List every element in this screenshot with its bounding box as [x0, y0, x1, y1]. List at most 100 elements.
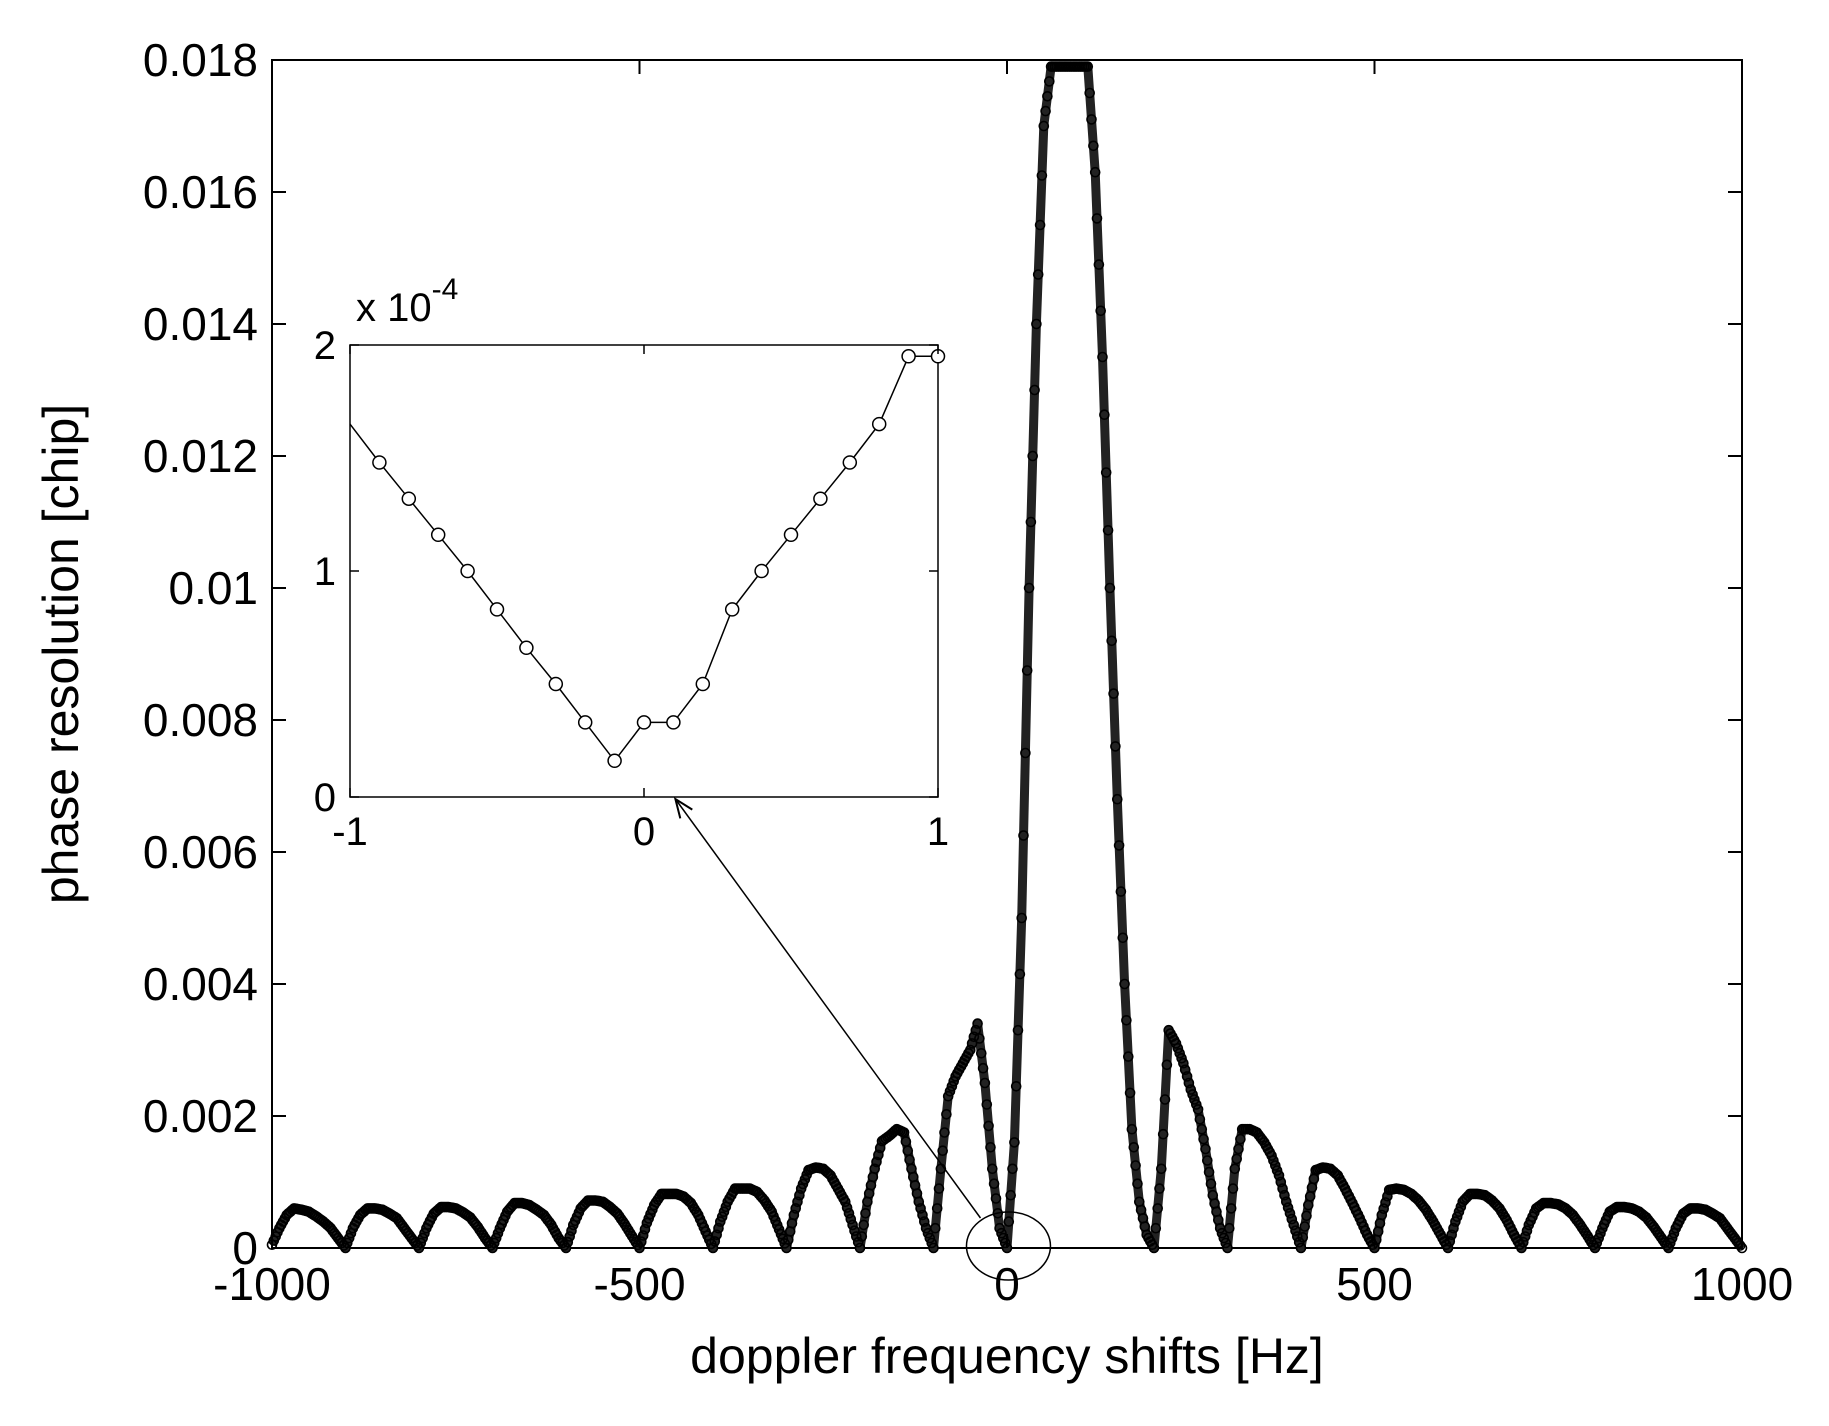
inset-series-marker — [783, 527, 799, 543]
inset-series-marker — [813, 491, 828, 506]
main-series-marker — [1027, 450, 1038, 462]
inset-series-marker — [871, 416, 887, 432]
main-series-marker — [340, 1242, 351, 1254]
main-series-marker — [1378, 1203, 1389, 1214]
main-series-marker — [1227, 1183, 1239, 1194]
main-series-marker — [1220, 1237, 1231, 1249]
main-series-marker — [1089, 166, 1101, 178]
main-series-marker — [996, 1227, 1007, 1239]
main-series-marker — [1595, 1227, 1606, 1239]
main-series-marker — [415, 1237, 427, 1249]
main-series-marker — [775, 1228, 787, 1240]
main-series-marker — [1082, 61, 1094, 72]
x-tick-label: -500 — [593, 1258, 685, 1310]
main-series-marker — [1284, 1208, 1296, 1219]
main-series-marker — [1222, 1242, 1233, 1254]
main-series-marker — [1148, 1242, 1160, 1254]
y-tick-label: 0.016 — [143, 166, 258, 218]
main-series-marker — [968, 1031, 980, 1043]
main-series-marker — [759, 1195, 770, 1206]
inset-series-marker — [489, 602, 505, 617]
main-series-marker — [1573, 1217, 1584, 1228]
main-series-marker — [488, 1237, 500, 1249]
y-tick-label: 0.014 — [143, 298, 258, 350]
inset-series-marker — [901, 349, 916, 364]
x-tick-label: 1000 — [1691, 1258, 1793, 1310]
main-series-marker — [1156, 1163, 1167, 1175]
main-series-marker — [1297, 1232, 1309, 1243]
y-axis-label: phase resolution [chip] — [33, 404, 89, 904]
main-series-marker — [1038, 120, 1050, 132]
main-series-marker — [977, 1062, 989, 1074]
main-series-marker — [1007, 1163, 1018, 1175]
main-series-marker — [1376, 1209, 1388, 1221]
main-series-marker — [1010, 1081, 1022, 1092]
inset-series-marker — [577, 715, 593, 730]
main-series-marker — [1200, 1143, 1211, 1155]
inset-scale-exponent: -4 — [432, 273, 459, 306]
main-series-marker — [1446, 1229, 1457, 1241]
main-series-marker — [860, 1208, 871, 1219]
inset-series-marker — [754, 563, 769, 579]
main-series-marker — [1183, 1077, 1195, 1089]
inset-series-marker — [548, 676, 564, 692]
inset-series-marker — [666, 715, 681, 730]
main-series-marker — [1194, 1114, 1206, 1125]
inset-y-tick-label: 2 — [314, 324, 336, 368]
main-series-marker — [841, 1202, 853, 1213]
main-series-marker — [1088, 140, 1099, 152]
main-series-marker — [713, 1222, 724, 1234]
main-series-marker — [492, 1227, 504, 1239]
main-series-marker — [1189, 1094, 1200, 1105]
main-series-marker — [1130, 1160, 1141, 1171]
main-series-marker — [566, 1225, 577, 1236]
main-series-marker — [1005, 1189, 1017, 1201]
main-series-marker — [922, 1227, 934, 1239]
main-series-marker — [652, 1194, 664, 1205]
main-series-marker — [1031, 318, 1042, 330]
main-series-marker — [1034, 219, 1046, 231]
main-series-marker — [1270, 1160, 1281, 1171]
main-series-marker — [1453, 1206, 1465, 1217]
main-series-marker — [937, 1145, 949, 1156]
main-series-marker — [847, 1219, 858, 1231]
main-ticks: -1000 -500 0 500 1000 0 0.002 0.004 0.006 0.008 0.… — [143, 34, 1793, 1310]
main-series-marker — [1192, 1104, 1204, 1115]
main-series-marker — [1099, 409, 1110, 421]
main-series-marker — [1273, 1170, 1285, 1181]
main-series-marker — [795, 1183, 807, 1194]
main-series-marker — [983, 1120, 994, 1132]
main-series-marker — [617, 1216, 629, 1227]
main-series-marker — [994, 1222, 1005, 1234]
main-series-marker — [929, 1222, 941, 1234]
main-series-marker — [1380, 1197, 1391, 1208]
main-series-marker — [917, 1209, 928, 1221]
main-series-marker — [1277, 1183, 1288, 1194]
main-series-marker — [1170, 1038, 1182, 1049]
main-series-marker — [999, 1237, 1011, 1249]
main-plot: -1000 -500 0 500 1000 0 0.002 0.004 0.006 0.008 0.… — [33, 34, 1793, 1384]
main-series-marker — [714, 1216, 726, 1227]
y-tick-label: 0.004 — [143, 958, 258, 1010]
inset-series-marker — [607, 753, 622, 769]
inset-scale-label: x 10-4 — [356, 273, 458, 330]
main-series-marker — [1023, 582, 1035, 594]
y-tick-label: 0.018 — [143, 34, 258, 86]
main-series-marker — [1519, 1231, 1531, 1242]
main-series-marker — [1198, 1133, 1209, 1145]
inset-series-marker — [636, 715, 652, 730]
y-tick-label: 0.008 — [143, 694, 258, 746]
main-series-marker — [487, 1242, 498, 1254]
main-series-marker — [1016, 912, 1028, 924]
main-series-marker — [981, 1099, 993, 1110]
y-tick-label: 0 — [232, 1222, 258, 1274]
main-series-marker — [1150, 1222, 1162, 1234]
main-series-marker — [1104, 582, 1116, 594]
main-series-marker — [933, 1183, 945, 1194]
main-series-marker — [1271, 1165, 1283, 1176]
main-series-marker — [1444, 1236, 1456, 1247]
main-series-marker — [986, 1163, 998, 1175]
main-series-marker — [1132, 1178, 1143, 1189]
main-series-marker — [612, 1208, 623, 1219]
